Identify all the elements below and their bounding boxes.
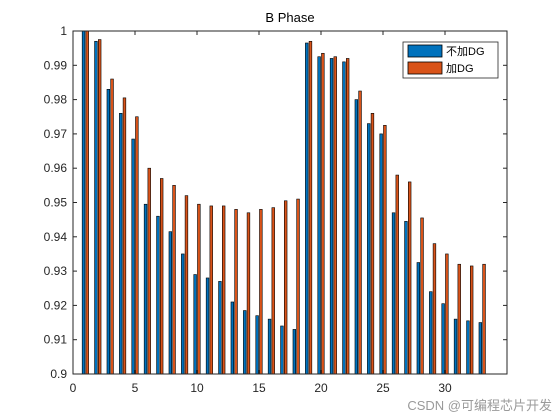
bar-series-1-x-1	[81, 30, 86, 375]
bar-series-1-x-24	[367, 123, 371, 375]
watermark-text: CSDN @可编程芯片开发	[407, 398, 552, 413]
bar-series-1-x-19	[305, 42, 309, 375]
bar-series-1-x-4	[119, 113, 123, 375]
bar-series-2-x-14	[246, 212, 251, 375]
y-tick-label-8: 0.98	[44, 93, 68, 107]
bar-series-1-x-27	[404, 221, 408, 375]
bar-series-2-x-15	[259, 209, 263, 375]
bar-series-2-x-17	[283, 200, 288, 375]
bar-series-2-x-31	[457, 263, 461, 375]
bar-series-2-x-29	[432, 243, 437, 375]
bar-series-1-x-10	[193, 274, 197, 375]
bar-series-1-x-6	[143, 203, 148, 375]
bar-series-2-x-10	[197, 203, 201, 375]
y-tick-label-4: 0.94	[44, 230, 68, 244]
bar-series-1-x-18	[292, 329, 297, 375]
legend-label-series-2: 加DG	[446, 62, 474, 75]
y-tick-label-10: 1	[60, 24, 67, 38]
bar-series-1-x-26	[391, 212, 396, 375]
bar-series-2-x-5	[135, 116, 139, 375]
bar-series-1-x-3	[106, 89, 111, 375]
y-tick-label-6: 0.96	[44, 161, 68, 175]
bar-series-2-x-25	[383, 125, 387, 375]
y-tick-label-2: 0.92	[44, 298, 68, 312]
bar-series-1-x-23	[354, 99, 359, 375]
y-tick-label-5: 0.95	[44, 196, 68, 210]
x-tick-label-20: 20	[314, 381, 328, 395]
bar-series-1-x-7	[156, 215, 160, 375]
x-tick-label-10: 10	[190, 381, 204, 395]
bar-series-2-x-22	[345, 58, 350, 375]
legend-swatch-series-2	[407, 61, 443, 75]
bar-series-1-x-13	[230, 301, 235, 375]
bar-series-1-x-2	[94, 40, 98, 375]
bar-series-2-x-27	[407, 181, 412, 375]
bar-series-1-x-8	[168, 231, 173, 375]
x-tick-label-30: 30	[438, 381, 452, 395]
bar-series-2-x-18	[296, 198, 300, 375]
bar-series-2-x-3	[110, 78, 114, 375]
y-tick-label-0: 0.9	[50, 367, 67, 381]
legend: 不加DG 加DG	[402, 41, 499, 79]
bar-series-2-x-9	[184, 195, 189, 375]
bar-series-1-x-11	[205, 277, 210, 375]
bar-series-2-x-24	[370, 113, 375, 375]
x-axis: 0 5 10 15 20 25 30	[70, 31, 452, 395]
bar-series-1-x-16	[267, 318, 272, 375]
bar-series-2-x-19	[308, 40, 313, 375]
bar-series-1-x-25	[379, 133, 383, 375]
bar-series-2-x-13	[234, 209, 238, 375]
bar-series-1-x-22	[342, 61, 346, 375]
chart-title: B Phase	[265, 10, 314, 25]
bar-series-2-x-26	[395, 174, 399, 375]
y-tick-label-1: 0.91	[44, 333, 68, 347]
bar-series-2-x-4	[122, 97, 127, 375]
bar-series-2-x-8	[172, 185, 176, 375]
x-tick-label-0: 0	[70, 381, 77, 395]
bar-series-1-x-21	[329, 58, 334, 375]
x-tick-label-25: 25	[376, 381, 390, 395]
bar-series-1-x-5	[131, 138, 135, 375]
bar-series-2-x-28	[420, 217, 424, 375]
y-tick-label-9: 0.99	[44, 58, 68, 72]
bar-series-2-x-20	[321, 52, 325, 375]
bar-series-2-x-33	[482, 263, 486, 375]
bar-series-1-x-12	[218, 281, 222, 375]
y-tick-label-3: 0.93	[44, 264, 68, 278]
bar-series-2-x-16	[271, 207, 275, 375]
bar-series-2-x-6	[147, 167, 151, 375]
bar-series-1-x-29	[429, 291, 433, 375]
bar-series-2-x-30	[445, 253, 449, 375]
legend-swatch-series-1	[407, 44, 443, 58]
bar-series-1-x-20	[317, 56, 321, 375]
bar-series-1-x-14	[243, 310, 247, 375]
y-axis: 0.9 0.91 0.92 0.93 0.94 0.95 0.96 0.97 0.98 0.99 1	[44, 24, 507, 381]
bar-series-2-x-23	[358, 90, 362, 375]
bar-series-1-x-30	[441, 303, 445, 375]
bar-series-2-x-2	[98, 39, 102, 375]
bar-series-2-x-21	[333, 56, 337, 375]
bar-series-2-x-7	[160, 178, 164, 375]
bar-series-2-x-11	[209, 205, 213, 375]
x-tick-label-5: 5	[132, 381, 139, 395]
bar-series-1-x-28	[416, 262, 421, 375]
bar-series-2-x-1	[85, 30, 89, 375]
y-tick-label-7: 0.97	[44, 127, 68, 141]
legend-label-series-1: 不加DG	[446, 45, 485, 58]
bar-series-2-x-32	[469, 265, 474, 375]
bar-series-1-x-15	[255, 315, 259, 375]
x-tick-label-15: 15	[252, 381, 266, 395]
bar-series-2-x-12	[222, 205, 226, 375]
bar-series-1-x-32	[466, 320, 470, 375]
bar-series-1-x-31	[453, 318, 458, 375]
bar-series-1-x-33	[478, 322, 483, 375]
bar-series-1-x-9	[181, 253, 185, 375]
bar-series-1-x-17	[280, 325, 284, 375]
